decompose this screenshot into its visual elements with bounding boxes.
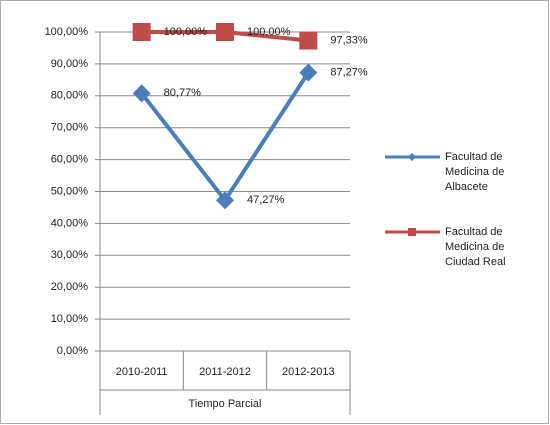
legend-label: Facultad de Medicina de Ciudad Real bbox=[445, 226, 506, 268]
y-tick-label: 30,00% bbox=[51, 249, 89, 261]
y-tick-label: 0,00% bbox=[57, 345, 88, 357]
marker bbox=[216, 23, 234, 41]
marker bbox=[216, 191, 234, 210]
marker bbox=[132, 23, 151, 41]
legend-label: Facultad de Medicina de Albacete bbox=[445, 151, 505, 193]
y-tick-label: 40,00% bbox=[51, 217, 89, 229]
marker bbox=[299, 63, 318, 82]
x-tick-label: 2012-2013 bbox=[282, 366, 335, 378]
y-tick-label: 20,00% bbox=[51, 281, 89, 293]
marker bbox=[408, 228, 416, 236]
data-label: 100,00% bbox=[247, 26, 291, 38]
marker bbox=[299, 31, 318, 50]
y-tick-label: 90,00% bbox=[51, 58, 89, 70]
x-axis-label: Tiempo Parcial bbox=[189, 398, 262, 410]
y-tick-label: 80,00% bbox=[51, 90, 89, 102]
y-tick-label: 10,00% bbox=[51, 313, 89, 325]
y-tick-label: 70,00% bbox=[51, 122, 89, 134]
data-label: 80,77% bbox=[164, 87, 202, 99]
data-label: 100,00% bbox=[164, 26, 208, 38]
data-label: 47,27% bbox=[247, 194, 285, 206]
data-label: 97,33% bbox=[330, 34, 368, 46]
x-tick-label: 2011-2012 bbox=[199, 366, 251, 378]
marker bbox=[132, 84, 151, 103]
data-label: 87,27% bbox=[330, 67, 368, 79]
x-tick-label: 2010-2011 bbox=[116, 366, 168, 378]
y-tick-label: 60,00% bbox=[51, 154, 89, 166]
y-tick-label: 100,00% bbox=[45, 26, 89, 38]
marker bbox=[408, 153, 416, 161]
y-tick-label: 50,00% bbox=[51, 185, 89, 197]
